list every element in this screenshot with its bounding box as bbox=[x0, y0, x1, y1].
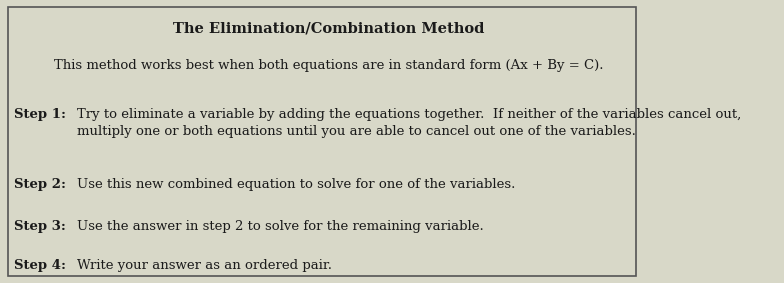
Text: The Elimination/Combination Method: The Elimination/Combination Method bbox=[173, 21, 485, 35]
Text: Step 1:: Step 1: bbox=[14, 108, 71, 121]
Text: Write your answer as an ordered pair.: Write your answer as an ordered pair. bbox=[77, 259, 332, 272]
Text: Try to eliminate a variable by adding the equations together.  If neither of the: Try to eliminate a variable by adding th… bbox=[77, 108, 741, 138]
Text: Use the answer in step 2 to solve for the remaining variable.: Use the answer in step 2 to solve for th… bbox=[77, 220, 484, 233]
Text: Step 3:: Step 3: bbox=[14, 220, 75, 233]
Text: Use this new combined equation to solve for one of the variables.: Use this new combined equation to solve … bbox=[77, 178, 515, 191]
Text: This method works best when both equations are in standard form (Ax + By = C).: This method works best when both equatio… bbox=[54, 59, 604, 72]
Text: Step 4:: Step 4: bbox=[14, 259, 76, 272]
Text: Step 2:: Step 2: bbox=[14, 178, 76, 191]
